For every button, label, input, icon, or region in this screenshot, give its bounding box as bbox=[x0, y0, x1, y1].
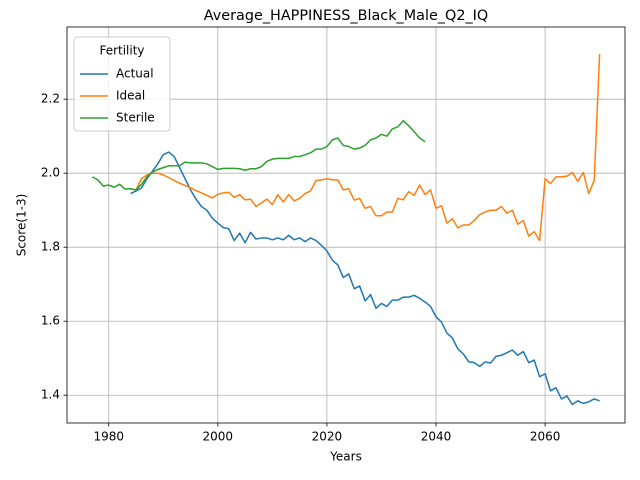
line-series bbox=[135, 53, 601, 242]
x-tick-label: 2020 bbox=[312, 430, 343, 444]
plot-frame bbox=[66, 26, 626, 424]
legend-title: Fertility bbox=[99, 44, 144, 58]
line-series bbox=[92, 119, 426, 191]
x-tick-label: 1980 bbox=[93, 430, 124, 444]
legend-label: Sterile bbox=[116, 111, 155, 125]
x-tick-label: 2000 bbox=[203, 430, 234, 444]
y-axis-label: Score(1-3) bbox=[15, 194, 29, 257]
y-tick-label: 1.6 bbox=[41, 314, 60, 328]
y-tick-label: 2.2 bbox=[41, 92, 60, 106]
legend-box bbox=[73, 36, 171, 132]
y-tick-label: 1.8 bbox=[41, 240, 60, 254]
legend-label: Ideal bbox=[116, 89, 145, 103]
y-tick-label: 1.4 bbox=[41, 388, 60, 402]
x-tick-label: 2060 bbox=[530, 430, 561, 444]
line-series bbox=[130, 151, 600, 406]
legend-label: Actual bbox=[116, 67, 154, 81]
chart-title: Average_HAPPINESS_Black_Male_Q2_IQ bbox=[204, 8, 489, 24]
y-tick-label: 2.0 bbox=[41, 166, 60, 180]
x-tick-label: 2040 bbox=[421, 430, 452, 444]
x-axis-label: Years bbox=[329, 450, 362, 464]
